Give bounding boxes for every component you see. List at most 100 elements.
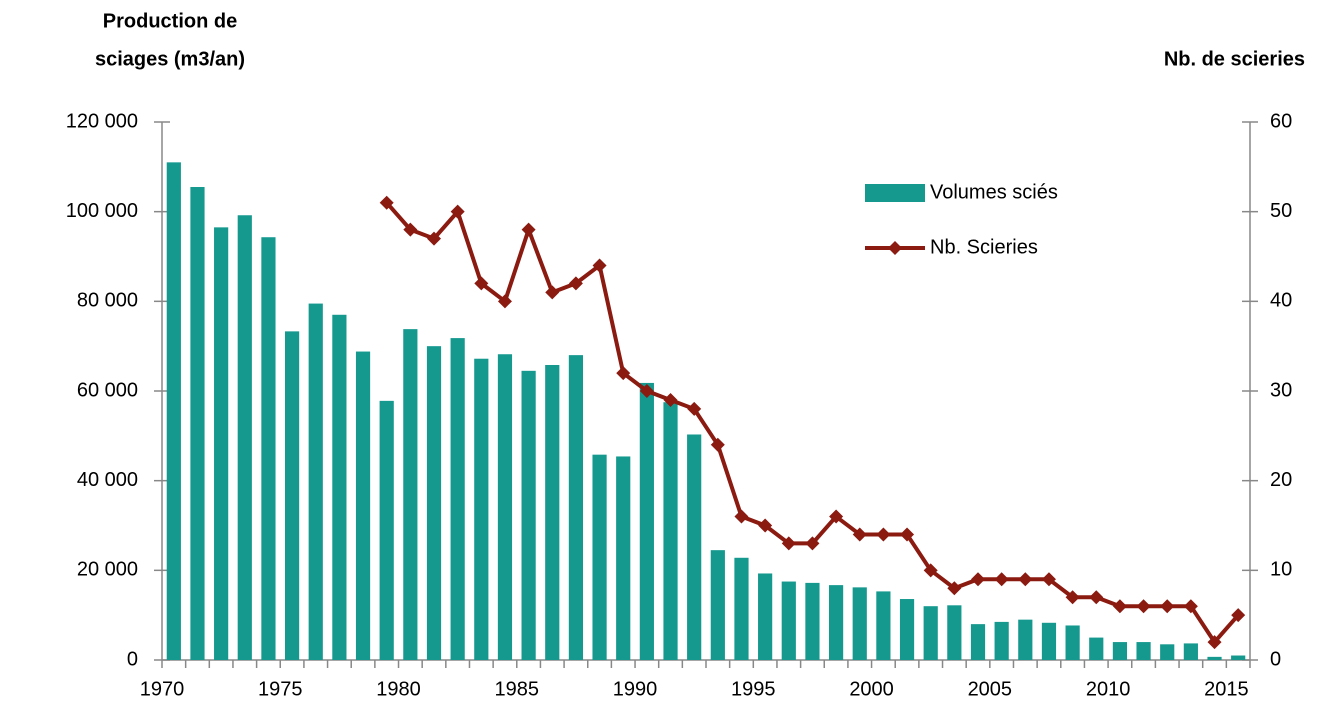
- bar: [876, 591, 891, 660]
- x-tick-label: 1985: [495, 678, 540, 700]
- marker: [923, 563, 938, 578]
- y2-axis-title: Nb. de scieries: [1164, 48, 1305, 70]
- bar: [568, 355, 584, 660]
- bar: [332, 314, 347, 660]
- y-tick-label: 120 000: [66, 110, 138, 132]
- bar: [355, 351, 371, 660]
- bar: [521, 370, 536, 660]
- bar: [403, 329, 418, 660]
- bar: [214, 227, 229, 660]
- y-tick-label: 0: [127, 648, 138, 670]
- marker: [1041, 572, 1056, 587]
- x-tick-label: 1995: [731, 678, 776, 700]
- bar: [710, 550, 725, 660]
- x-tick-label: 2015: [1204, 678, 1249, 700]
- bar: [497, 354, 513, 660]
- y2-tick-label: 40: [1270, 290, 1292, 312]
- bar: [616, 456, 631, 660]
- marker: [497, 294, 512, 309]
- y-tick-label: 60 000: [77, 379, 138, 401]
- marker: [521, 222, 536, 237]
- marker: [829, 509, 844, 524]
- legend-swatch: [888, 241, 902, 255]
- marker: [545, 285, 560, 300]
- bar: [805, 582, 820, 660]
- x-tick-label: 1975: [258, 678, 303, 700]
- y2-tick-label: 10: [1270, 559, 1292, 581]
- bar: [994, 621, 1009, 660]
- marker: [1112, 599, 1127, 614]
- bar: [284, 331, 300, 660]
- x-tick-label: 2010: [1086, 678, 1131, 700]
- bar: [639, 382, 654, 660]
- marker: [568, 276, 583, 291]
- bar: [923, 606, 938, 660]
- bar: [852, 587, 867, 660]
- bar: [308, 303, 323, 660]
- marker: [1231, 608, 1246, 623]
- marker: [379, 195, 394, 210]
- bar: [237, 215, 252, 660]
- bar: [663, 402, 678, 660]
- marker: [663, 392, 678, 407]
- marker: [876, 527, 891, 542]
- bar: [545, 364, 560, 660]
- y-tick-label: 100 000: [66, 200, 138, 222]
- x-tick-label: 1970: [140, 678, 185, 700]
- legend-label: Volumes sciés: [930, 181, 1058, 203]
- y-tick-label: 20 000: [77, 559, 138, 581]
- y2-tick-label: 30: [1270, 379, 1292, 401]
- marker: [1089, 590, 1104, 605]
- bar: [379, 400, 394, 660]
- y-tick-label: 80 000: [77, 290, 138, 312]
- marker: [1183, 599, 1198, 614]
- x-tick-label: 1980: [376, 678, 421, 700]
- line: [385, 201, 1240, 645]
- marker: [450, 204, 465, 219]
- marker: [947, 581, 962, 596]
- marker: [687, 401, 702, 416]
- marker: [1018, 572, 1033, 587]
- x-tick-label: 2005: [968, 678, 1013, 700]
- bar: [1065, 625, 1080, 660]
- marker: [403, 222, 418, 237]
- marker: [639, 384, 654, 398]
- marker: [852, 527, 867, 542]
- y2-tick-label: 60: [1270, 110, 1292, 132]
- bar: [1160, 644, 1175, 660]
- bar: [734, 557, 749, 660]
- y-tick-label: 40 000: [77, 469, 138, 491]
- bar: [687, 434, 702, 660]
- bar: [1207, 656, 1222, 660]
- bar: [1018, 619, 1033, 660]
- bar: [474, 358, 489, 660]
- marker: [734, 509, 749, 524]
- marker: [900, 527, 915, 542]
- y2-tick-label: 20: [1270, 469, 1292, 491]
- marker: [1160, 599, 1175, 614]
- bar: [1231, 655, 1246, 660]
- y2-tick-label: 0: [1270, 648, 1281, 670]
- bar: [1112, 642, 1128, 660]
- bar: [426, 346, 442, 660]
- bar: [758, 573, 773, 660]
- bar: [970, 624, 986, 660]
- marker: [616, 366, 631, 381]
- marker: [1065, 590, 1080, 605]
- marker: [994, 572, 1009, 587]
- legend-swatch: [865, 184, 925, 202]
- y-axis-title: sciages (m3/an): [95, 48, 245, 70]
- bar: [450, 338, 465, 660]
- marker: [781, 536, 796, 551]
- marker: [805, 536, 820, 551]
- bar: [781, 581, 796, 660]
- bar: [1089, 637, 1104, 660]
- bar: [1136, 642, 1151, 660]
- marker: [1136, 599, 1151, 614]
- bar: [261, 237, 276, 660]
- bar: [1041, 622, 1057, 660]
- bar: [166, 162, 181, 660]
- y2-tick-label: 50: [1270, 200, 1292, 222]
